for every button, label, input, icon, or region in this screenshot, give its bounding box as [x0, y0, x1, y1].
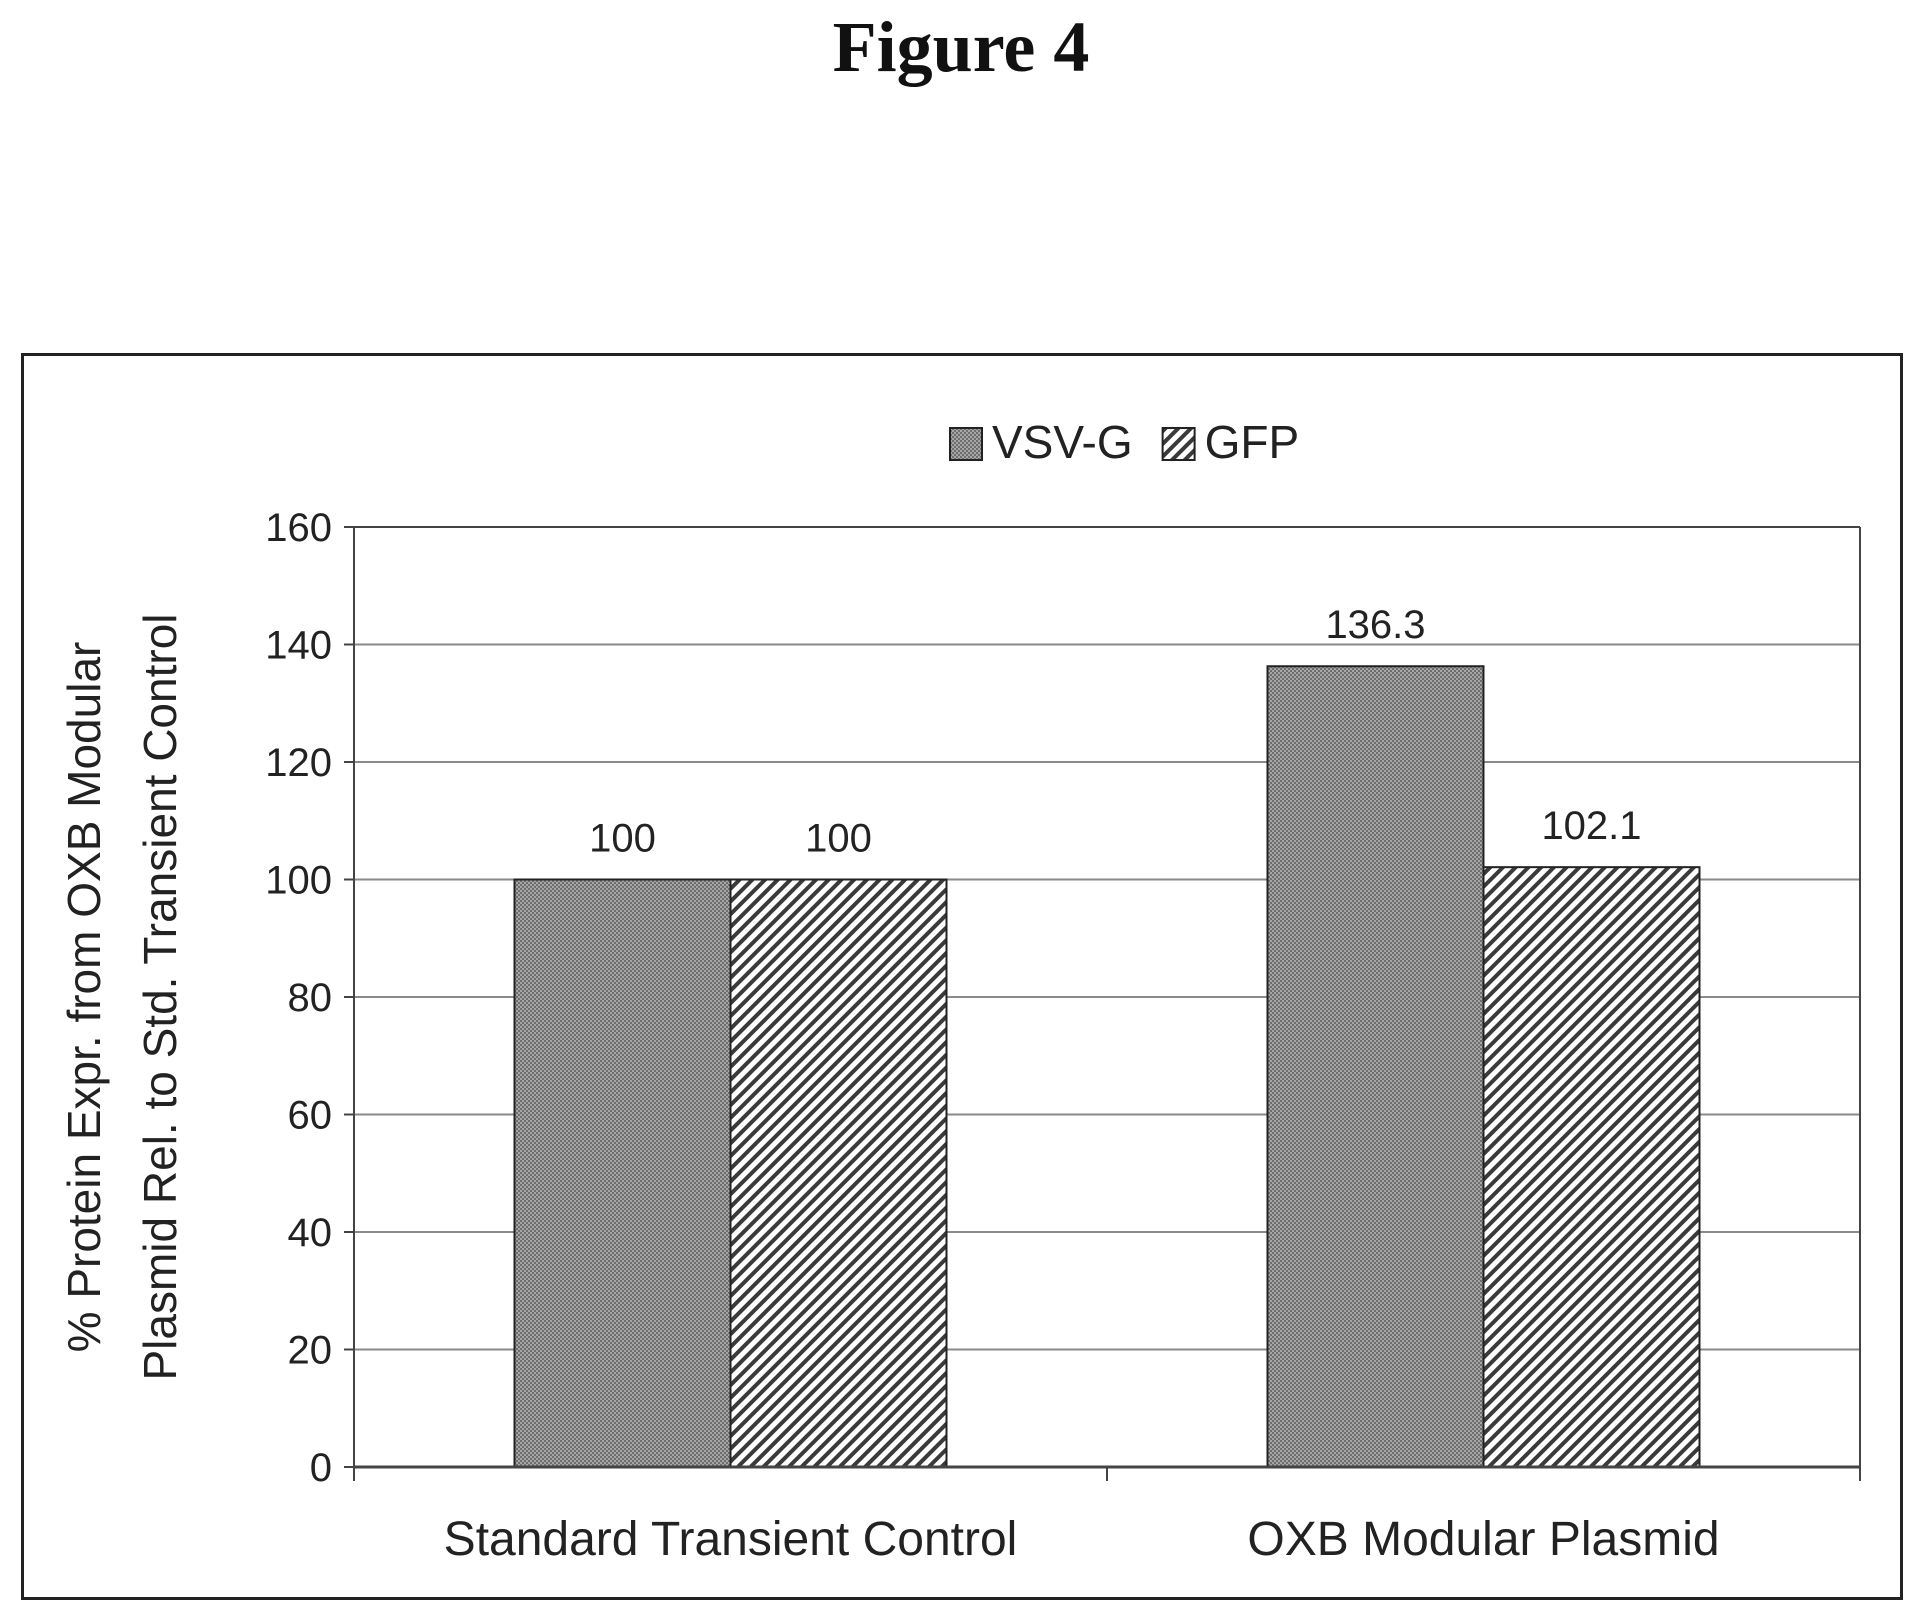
data-label-gfp-1: 102.1 — [1541, 804, 1641, 848]
y-tick-label-80: 80 — [288, 976, 333, 1020]
y-tick-label-140: 140 — [265, 624, 332, 668]
legend-swatch-gfp — [1161, 427, 1196, 461]
figure-title: Figure 4 — [832, 7, 1090, 87]
legend-label-vsv-g: VSV-G — [992, 416, 1133, 468]
x-category-label-1: OXB Modular Plasmid — [1247, 1513, 1719, 1566]
bar-gfp-1 — [1482, 866, 1701, 1468]
bar-gfp-0 — [729, 878, 948, 1468]
y-axis-label: % Protein Expr. from OXB Modular Plasmid … — [58, 614, 186, 1381]
legend-label-gfp: GFP — [1205, 416, 1300, 468]
y-tick-label-60: 60 — [288, 1094, 333, 1138]
y-tick-label-100: 100 — [265, 859, 332, 903]
y-tick-label-20: 20 — [288, 1329, 333, 1373]
y-axis-label-line-0: % Protein Expr. from OXB Modular — [58, 642, 110, 1353]
chart-frame — [21, 353, 1903, 1600]
y-tick-label-120: 120 — [265, 741, 332, 785]
legend-swatch-vsv-g — [949, 427, 983, 461]
y-tick-label-40: 40 — [288, 1211, 333, 1255]
labels: 0 20 40 60 80 100 120 140 160 100 100 Standard Tran… — [58, 506, 1720, 1566]
bar-vsv-g-1 — [1266, 665, 1485, 1468]
axes — [344, 526, 1861, 1481]
x-category-label-0: Standard Transient Control — [444, 1513, 1018, 1566]
y-tick-label-160: 160 — [265, 506, 332, 550]
y-axis-label-line-1: Plasmid Rel. to Std. Transient Control — [134, 614, 186, 1381]
data-label-vsv-g-0: 100 — [589, 817, 656, 861]
legend: VSV-G GFP — [949, 416, 1300, 468]
y-tick-label-0: 0 — [310, 1446, 332, 1490]
data-label-vsv-g-1: 136.3 — [1325, 603, 1425, 647]
bar-vsv-g-0 — [513, 878, 732, 1468]
data-label-gfp-0: 100 — [805, 817, 872, 861]
bars — [513, 665, 1701, 1468]
